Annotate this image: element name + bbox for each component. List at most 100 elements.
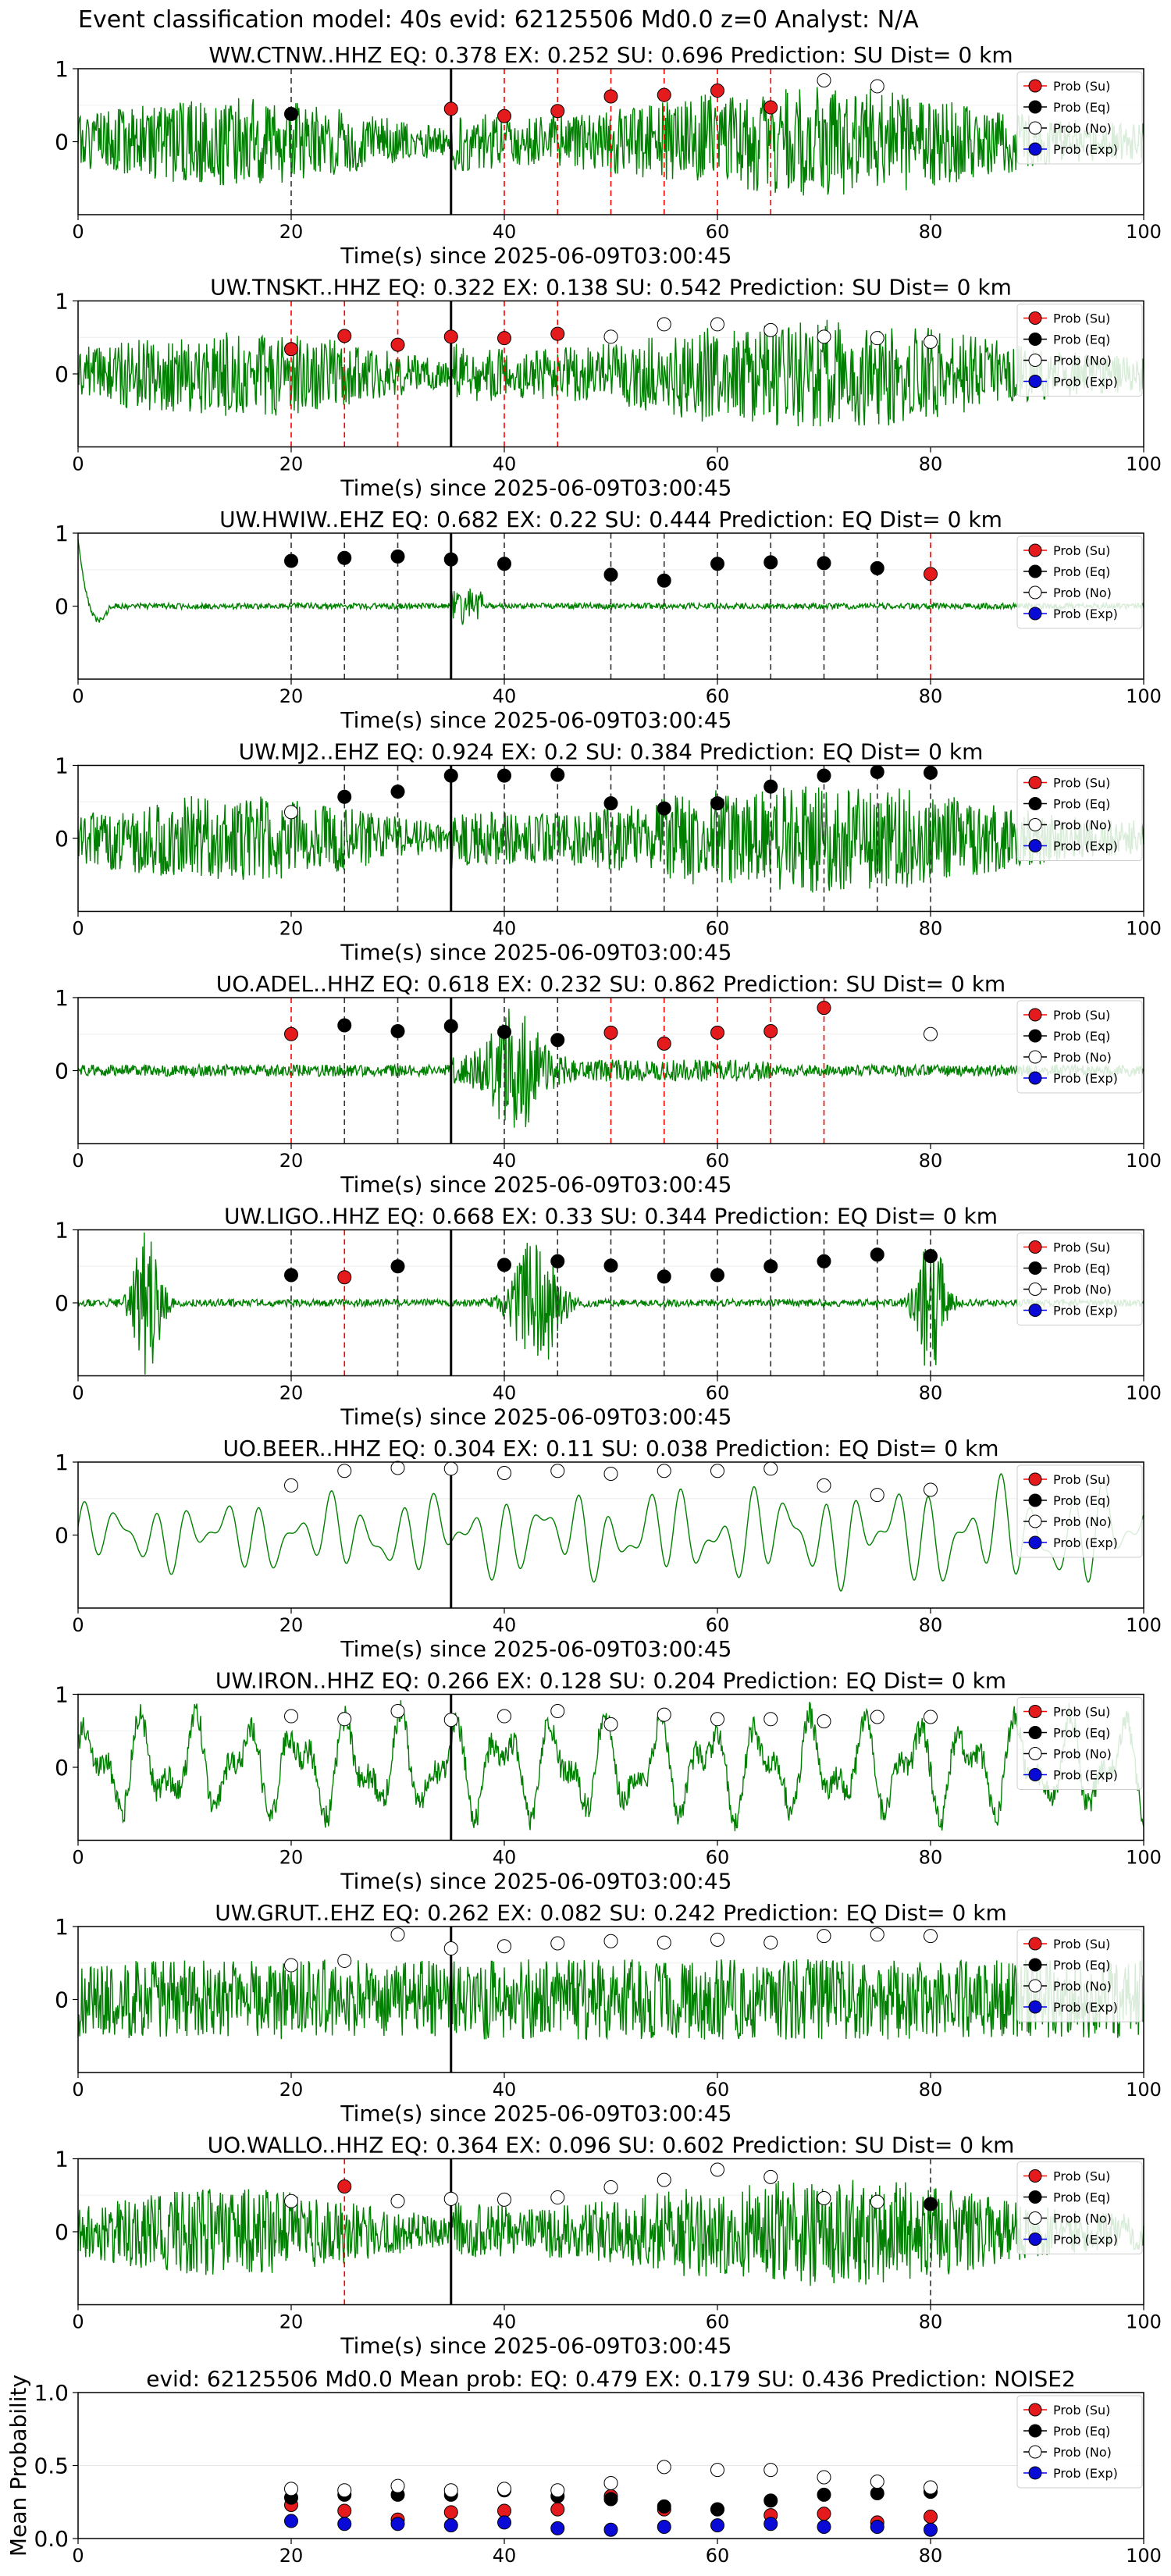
y-tick-label: 0.0 xyxy=(34,2526,69,2552)
legend-marker-exp xyxy=(1028,607,1042,621)
x-tick-label: 0 xyxy=(72,454,84,475)
station-panel-2: UW.HWIW..EHZ EQ: 0.682 EX: 0.22 SU: 0.44… xyxy=(55,507,1162,733)
x-tick-label: 100 xyxy=(1126,2545,1162,2567)
x-tick-label: 60 xyxy=(706,918,730,940)
legend-box xyxy=(1016,768,1143,861)
legend-label: Prob (Eq) xyxy=(1053,797,1110,812)
x-tick-label: 0 xyxy=(72,1614,84,1636)
legend-marker-no xyxy=(1028,2211,1042,2225)
x-axis-label: Time(s) since 2025-06-09T03:00:45 xyxy=(340,1172,731,1197)
x-tick-label: 80 xyxy=(919,1847,943,1869)
panel-title: UW.TNSKT..HHZ EQ: 0.322 EX: 0.138 SU: 0.… xyxy=(210,275,1012,301)
prob-point-su xyxy=(337,329,352,343)
y-tick-label: 1 xyxy=(55,1218,69,1244)
y-tick-label: 1.0 xyxy=(34,2380,69,2406)
x-tick-label: 0 xyxy=(72,918,84,940)
legend-marker-su xyxy=(1028,2403,1042,2417)
x-tick-label: 40 xyxy=(493,454,517,475)
prob-point-no xyxy=(603,329,618,344)
prob-point-no xyxy=(390,1704,405,1719)
prob-point-no xyxy=(870,331,884,346)
x-tick-label: 20 xyxy=(279,454,304,475)
panel-title: evid: 62125506 Md0.0 Mean prob: EQ: 0.47… xyxy=(146,2366,1076,2392)
legend-marker-exp xyxy=(1028,375,1042,388)
x-tick-label: 0 xyxy=(72,685,84,707)
legend-label: Prob (Su) xyxy=(1053,776,1110,791)
legend-marker-su xyxy=(1028,1472,1042,1486)
prob-point-no xyxy=(870,2194,884,2209)
mean-probability-panel: evid: 62125506 Md0.0 Mean prob: EQ: 0.47… xyxy=(5,2366,1162,2567)
x-tick-label: 100 xyxy=(1126,221,1162,243)
y-tick-label: 0 xyxy=(55,130,69,155)
prob-point-no xyxy=(870,1927,884,1942)
x-tick-label: 80 xyxy=(919,454,943,475)
legend-label: Prob (Exp) xyxy=(1053,1535,1118,1550)
y-tick-label: 1 xyxy=(55,2147,69,2172)
waveform-trace xyxy=(77,1009,1144,1128)
waveform-trace xyxy=(77,1232,1144,1375)
legend-label: Prob (No) xyxy=(1053,1979,1112,1994)
prob-point-no xyxy=(337,1464,352,1478)
legend-box xyxy=(1016,1233,1143,1325)
prob-point-no xyxy=(550,2190,565,2205)
legend-marker-eq xyxy=(1028,564,1042,578)
y-tick-label: 0 xyxy=(55,361,69,387)
x-tick-label: 40 xyxy=(493,2311,517,2333)
prob-point-eq xyxy=(603,1258,618,1273)
legend-marker-eq xyxy=(1028,2424,1042,2438)
prob-point-su xyxy=(657,87,671,102)
x-tick-label: 80 xyxy=(919,1614,943,1636)
prob-point-su xyxy=(710,84,724,98)
prob-point-eq xyxy=(390,1024,405,1039)
prob-point-no xyxy=(657,317,671,332)
mean-prob-point-exp xyxy=(870,2520,884,2535)
x-tick-label: 80 xyxy=(919,2311,943,2333)
legend-marker-exp xyxy=(1028,2466,1042,2480)
legend-label: Prob (Su) xyxy=(1053,2169,1110,2184)
prob-point-eq xyxy=(497,557,511,571)
legend-label: Prob (Eq) xyxy=(1053,1261,1110,1276)
legend-marker-su xyxy=(1028,776,1042,789)
legend-label: Prob (Su) xyxy=(1053,1240,1110,1255)
legend-label: Prob (Exp) xyxy=(1053,1071,1118,1086)
y-tick-label: 0 xyxy=(55,2219,69,2245)
mean-prob-point-eq xyxy=(763,2493,778,2508)
legend-label: Prob (No) xyxy=(1053,585,1112,600)
mean-prob-point-exp xyxy=(497,2515,511,2530)
legend-marker-exp xyxy=(1028,142,1042,156)
legend-marker-no xyxy=(1028,1514,1042,1528)
prob-point-eq xyxy=(817,768,831,783)
x-axis-label: Time(s) since 2025-06-09T03:00:45 xyxy=(340,243,731,269)
prob-point-eq xyxy=(657,573,671,588)
legend-label: Prob (Eq) xyxy=(1053,1726,1110,1741)
mean-prob-point-no xyxy=(763,2463,778,2478)
legend-label: Prob (Su) xyxy=(1053,543,1110,558)
waveform-trace xyxy=(77,1473,1144,1592)
prob-point-eq xyxy=(763,555,778,570)
legend-box xyxy=(1016,1000,1143,1094)
prob-point-su xyxy=(337,1270,352,1285)
legend-marker-su xyxy=(1028,79,1042,93)
mean-prob-point-eq xyxy=(710,2502,724,2517)
prob-point-no xyxy=(710,317,724,332)
y-tick-label: 0 xyxy=(55,1755,69,1781)
prob-point-eq xyxy=(337,789,352,804)
mean-prob-point-su xyxy=(337,2503,352,2518)
prob-point-eq xyxy=(337,550,352,565)
x-tick-label: 40 xyxy=(493,1382,517,1404)
prob-point-no xyxy=(924,1929,938,1944)
legend-marker-su xyxy=(1028,2169,1042,2183)
x-tick-label: 40 xyxy=(493,685,517,707)
y-tick-label: 0 xyxy=(55,826,69,852)
legend-box xyxy=(1016,1697,1143,1790)
mean-prob-point-no xyxy=(337,2483,352,2498)
prob-point-no xyxy=(657,1935,671,1950)
prob-point-eq xyxy=(550,1254,565,1268)
prob-point-no xyxy=(924,1710,938,1724)
prob-point-no xyxy=(817,1714,831,1729)
station-panel-3: UW.MJ2..EHZ EQ: 0.924 EX: 0.2 SU: 0.384 … xyxy=(55,739,1162,966)
prob-point-su xyxy=(443,329,458,344)
legend-box xyxy=(1016,1464,1143,1558)
panel-title: UO.BEER..HHZ EQ: 0.304 EX: 0.11 SU: 0.03… xyxy=(222,1436,998,1461)
x-tick-label: 60 xyxy=(706,1614,730,1636)
